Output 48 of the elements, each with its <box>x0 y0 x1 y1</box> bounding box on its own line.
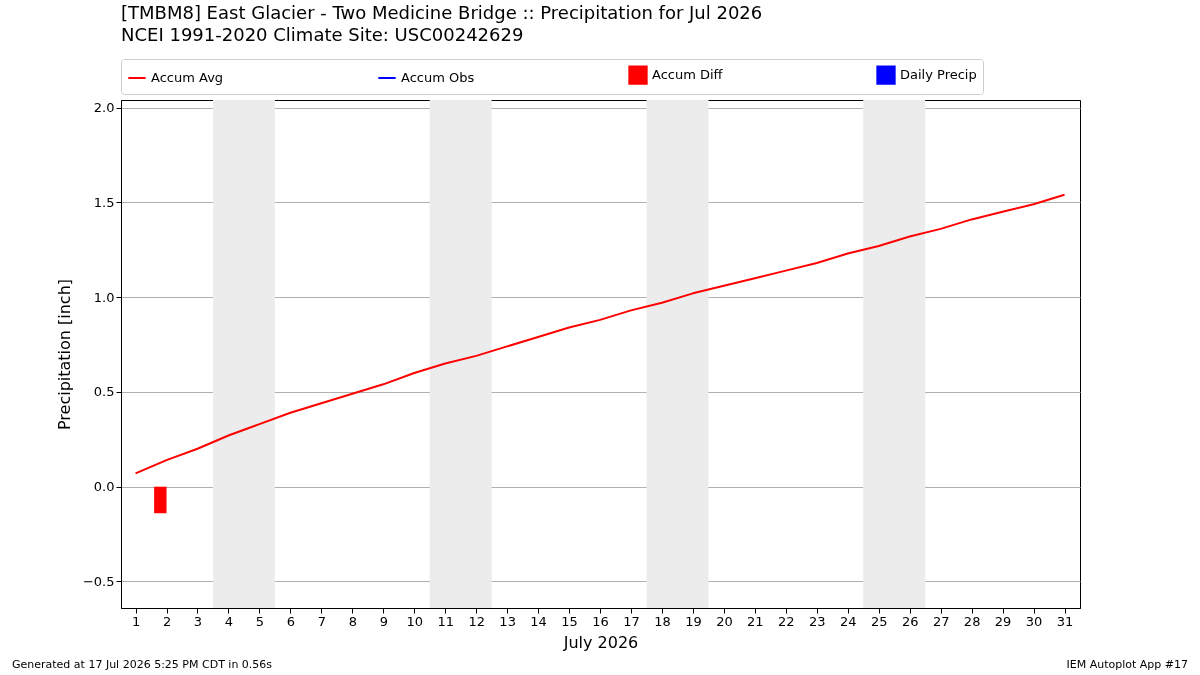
x-tick-label: 28 <box>963 613 981 629</box>
x-tick-label: 7 <box>317 613 326 629</box>
chart-title: [TMBM8] East Glacier - Two Medicine Bridge :: Precipitation for Jul 2026 <box>121 1 763 23</box>
x-tick-label: 25 <box>870 613 888 629</box>
x-tick-label: 27 <box>932 613 950 629</box>
chart-subtitle: NCEI 1991-2020 Climate Site: USC00242629 <box>121 23 524 45</box>
x-tick-label: 31 <box>1056 613 1074 629</box>
text: Generated at 17 Jul 2026 5:25 PM CDT in 0.56s <box>12 658 273 671</box>
text: IEM Autoplot App #17 <box>1066 658 1188 671</box>
x-tick-label: 21 <box>747 613 764 629</box>
y-tick-label: 2.0 <box>93 100 115 116</box>
x-axis-title: July 2026 <box>562 632 639 652</box>
x-tick-label: 19 <box>685 613 702 629</box>
x-tick-label: 11 <box>437 613 454 629</box>
y-tick-label: 0.0 <box>93 479 115 495</box>
legend-label: Daily Precip <box>900 67 977 83</box>
legend-label: Accum Diff <box>652 67 724 83</box>
x-tick-label: 10 <box>406 613 424 629</box>
legend-label: Accum Avg <box>151 70 224 85</box>
x-tick-label: 3 <box>193 613 203 629</box>
x-tick-label: 15 <box>561 613 578 629</box>
x-tick-label: 5 <box>255 613 265 629</box>
x-tick-label: 8 <box>348 613 357 629</box>
x-tick-label: 9 <box>379 613 388 629</box>
x-tick-label: 24 <box>839 613 857 629</box>
x-tick-label: 23 <box>809 613 826 629</box>
x-tick-label: 6 <box>286 613 296 629</box>
y-axis-title: Precipitation [inch] <box>54 278 74 431</box>
y-tick-label: −0.5 <box>82 573 115 589</box>
x-tick-label: 4 <box>224 613 234 629</box>
x-tick-label: 20 <box>716 613 733 629</box>
x-tick-label: 16 <box>592 613 609 629</box>
x-tick-label: 29 <box>994 613 1012 629</box>
x-tick-label: 26 <box>901 613 919 629</box>
x-tick-label: 30 <box>1025 613 1043 629</box>
x-tick-label: 1 <box>131 613 141 629</box>
x-tick-label: 13 <box>499 613 516 629</box>
x-tick-label: 18 <box>654 613 671 629</box>
line-series <box>134 193 1066 475</box>
y-tick-label: 1.0 <box>93 289 115 305</box>
x-tick-label: 12 <box>468 613 485 629</box>
legend-label: Accum Obs <box>401 70 475 85</box>
x-tick-label: 2 <box>162 613 172 629</box>
x-tick-label: 14 <box>530 613 547 629</box>
y-tick-label: 0.5 <box>93 384 115 400</box>
x-tick-label: 17 <box>623 613 640 629</box>
x-tick-label: 22 <box>778 613 795 629</box>
y-tick-label: 1.5 <box>93 194 115 210</box>
